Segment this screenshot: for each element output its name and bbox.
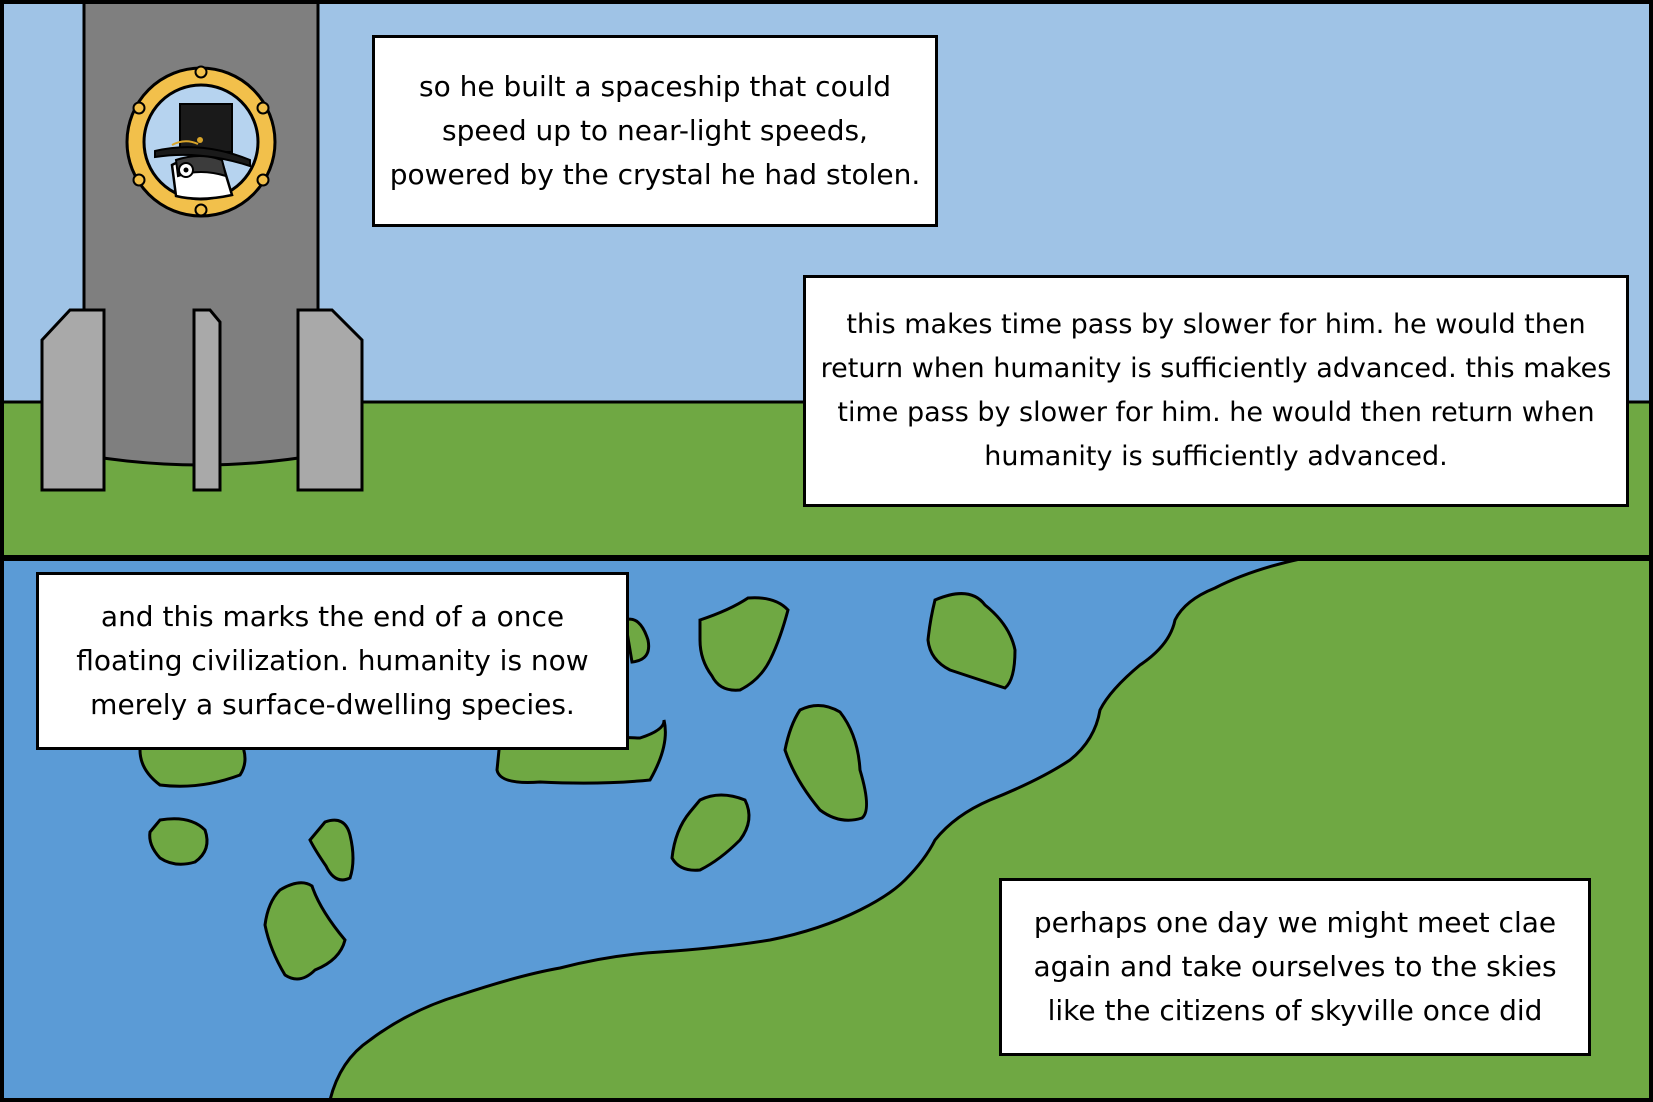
island xyxy=(670,793,751,872)
island xyxy=(698,596,790,692)
island xyxy=(263,881,347,981)
rocket-fin-right xyxy=(296,308,364,492)
island xyxy=(623,617,651,664)
island xyxy=(308,818,355,882)
caption-end-of-civilization: and this marks the end of a once floatin… xyxy=(36,572,629,750)
rocket-fin-left xyxy=(40,308,106,492)
porthole xyxy=(125,65,277,218)
island xyxy=(148,817,209,866)
island xyxy=(926,592,1017,690)
clae-character-icon xyxy=(154,103,251,200)
island xyxy=(783,704,868,822)
caption-time-dilation: this makes time pass by slower for him. … xyxy=(803,275,1629,507)
caption-spaceship: so he built a spaceship that could speed… xyxy=(372,35,938,227)
rocket-fin-center xyxy=(192,308,222,492)
caption-skyville-hope: perhaps one day we might meet clae again… xyxy=(999,878,1591,1056)
panel-border-bottom xyxy=(0,557,1653,1102)
